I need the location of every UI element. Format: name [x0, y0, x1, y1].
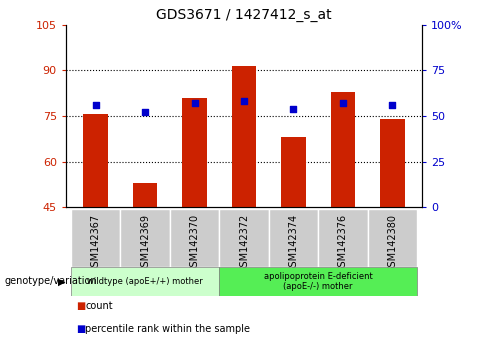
Point — [92, 102, 100, 108]
Text: apolipoprotein E-deficient
(apoE-/-) mother: apolipoprotein E-deficient (apoE-/-) mot… — [264, 272, 373, 291]
Text: ■: ■ — [76, 301, 85, 311]
Text: GSM142376: GSM142376 — [338, 213, 348, 273]
Bar — [219, 209, 269, 267]
Text: wildtype (apoE+/+) mother: wildtype (apoE+/+) mother — [87, 277, 203, 286]
Bar — [380, 119, 405, 207]
Title: GDS3671 / 1427412_s_at: GDS3671 / 1427412_s_at — [156, 8, 332, 22]
Bar — [133, 183, 158, 207]
Bar — [367, 209, 417, 267]
Bar — [170, 209, 219, 267]
Bar — [219, 267, 417, 296]
Text: GSM142370: GSM142370 — [189, 213, 200, 273]
Bar — [281, 137, 306, 207]
Text: GSM142369: GSM142369 — [140, 213, 150, 273]
Bar — [232, 66, 256, 207]
Bar — [121, 209, 170, 267]
Point — [339, 100, 347, 106]
Bar — [71, 209, 121, 267]
Text: GSM142367: GSM142367 — [91, 213, 101, 273]
Text: GSM142380: GSM142380 — [387, 213, 397, 273]
Bar — [318, 209, 367, 267]
Text: GSM142374: GSM142374 — [288, 213, 299, 273]
Text: genotype/variation: genotype/variation — [5, 276, 98, 286]
Bar — [83, 114, 108, 207]
Point — [289, 106, 297, 112]
Text: count: count — [85, 301, 113, 311]
Bar — [182, 98, 207, 207]
Text: GSM142372: GSM142372 — [239, 213, 249, 273]
Text: percentile rank within the sample: percentile rank within the sample — [85, 324, 250, 334]
Point — [141, 109, 149, 115]
Bar — [71, 267, 219, 296]
Text: ▶: ▶ — [58, 276, 65, 286]
Text: ■: ■ — [76, 324, 85, 334]
Point — [191, 100, 199, 106]
Bar — [330, 92, 355, 207]
Point — [388, 102, 396, 108]
Point — [240, 98, 248, 104]
Bar — [269, 209, 318, 267]
